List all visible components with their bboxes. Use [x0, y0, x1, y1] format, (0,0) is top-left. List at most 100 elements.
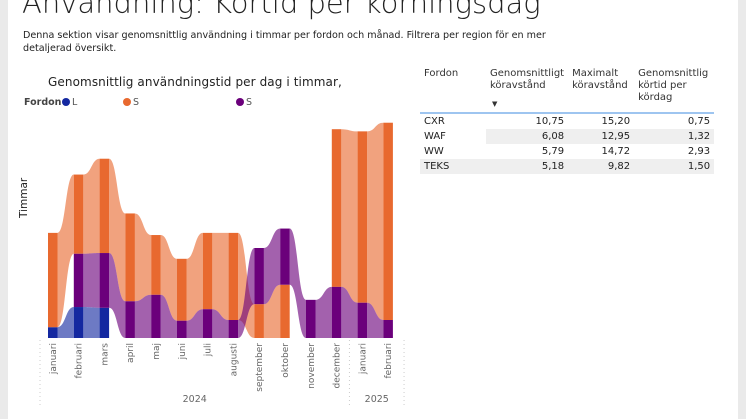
ribbon	[160, 294, 177, 338]
header-fordon[interactable]: Fordon	[424, 68, 459, 79]
ribbon	[57, 174, 74, 328]
ribbon	[263, 284, 281, 338]
bar	[383, 320, 393, 338]
bar	[125, 301, 135, 338]
x-tick-label: december	[333, 343, 343, 389]
legend-title: Fordon	[24, 97, 62, 108]
ribbon	[238, 248, 255, 338]
ribbon	[109, 253, 126, 338]
x-year-label: 2025	[365, 394, 389, 405]
x-tick-label: februari	[75, 343, 85, 379]
ribbon	[212, 232, 229, 320]
legend-item-l[interactable]: L	[62, 97, 77, 108]
cell-fordon: CXR	[424, 116, 445, 127]
header-max-distance[interactable]: Maximalt köravstånd	[572, 68, 628, 91]
x-tick-label: juni	[178, 343, 188, 360]
bar	[48, 232, 58, 328]
ribbon	[367, 302, 384, 338]
bar	[228, 232, 239, 320]
x-tick-label: januari	[49, 343, 59, 375]
page-description: Denna sektion visar genomsnittlig använd…	[23, 30, 546, 54]
ribbon	[160, 235, 177, 321]
legend-item-s-orange[interactable]: S	[123, 97, 139, 108]
legend-dot-icon	[62, 98, 70, 106]
bar	[383, 122, 393, 320]
bar	[202, 232, 213, 310]
bar	[306, 299, 316, 338]
cell-value: 5,79	[541, 146, 565, 157]
ribbon	[367, 122, 384, 320]
bar	[73, 253, 84, 308]
bar	[202, 309, 213, 338]
bar	[254, 248, 264, 305]
bar	[99, 158, 110, 254]
ribbon	[83, 253, 100, 308]
ribbon	[186, 232, 203, 321]
bar	[331, 129, 342, 287]
bar	[73, 307, 84, 338]
x-tick-label: mars	[100, 343, 110, 366]
ribbon	[83, 307, 100, 338]
x-tick-label: juli	[204, 343, 214, 357]
bar	[48, 327, 58, 338]
table-row[interactable]: CXR 10,75 15,20 0,75	[420, 113, 714, 129]
cell-value: 5,18	[486, 159, 569, 174]
bar	[99, 307, 110, 338]
legend-item-s-purple[interactable]: S	[236, 97, 252, 108]
bar	[177, 320, 187, 338]
table-row[interactable]: TEKS 5,18 9,82 1,50	[420, 159, 715, 174]
cell-value: 1,32	[634, 129, 715, 144]
bar	[357, 131, 368, 303]
page-title: Användning: Körtid per körningsdag	[22, 0, 541, 20]
cell-value: 0,75	[687, 116, 711, 127]
ribbon	[83, 158, 100, 254]
ribbon	[263, 228, 281, 305]
chart-title: Genomsnittlig användningstid per dag i t…	[48, 75, 342, 89]
bar	[228, 320, 239, 338]
ribbon	[186, 309, 203, 338]
vehicle-table: Fordon Genomsnittligt köravstånd ▼ Maxima…	[420, 66, 715, 174]
bar	[280, 228, 290, 285]
ribbon	[57, 307, 74, 338]
cell-fordon: WAF	[420, 129, 486, 144]
bar	[331, 286, 342, 338]
ribbon	[315, 286, 332, 338]
bar	[280, 284, 290, 338]
bar	[73, 174, 84, 254]
bar	[177, 258, 187, 321]
ribbon	[212, 309, 229, 338]
cell-value: 10,75	[535, 116, 565, 127]
header-avg-distance[interactable]: Genomsnittligt köravstånd ▼	[490, 68, 565, 108]
cell-fordon: TEKS	[420, 159, 486, 174]
legend-dot-icon	[236, 98, 244, 106]
bar	[151, 235, 161, 295]
x-tick-label: oktober	[281, 343, 291, 378]
table-row[interactable]: WW 5,79 14,72 2,93	[420, 144, 714, 159]
cell-value: 2,93	[687, 146, 711, 157]
table-row[interactable]: WAF 6,08 12,95 1,32	[420, 129, 715, 144]
cell-value: 6,08	[486, 129, 569, 144]
cell-fordon: WW	[424, 146, 444, 157]
bar	[357, 302, 368, 338]
ribbon	[134, 294, 152, 338]
bar	[254, 304, 264, 338]
bar	[125, 213, 135, 302]
x-year-label: 2024	[183, 394, 207, 405]
sort-descending-icon: ▼	[492, 100, 498, 108]
x-tick-label: maj	[152, 343, 162, 360]
cell-value: 12,95	[568, 129, 635, 144]
x-tick-label: augusti	[229, 343, 239, 376]
cell-value: 9,82	[568, 159, 635, 174]
header-avg-time[interactable]: Genomsnittlig körtid per kördag	[638, 68, 709, 103]
x-tick-label: november	[307, 343, 317, 389]
x-tick-label: september	[255, 343, 265, 392]
legend-dot-icon	[123, 98, 131, 106]
ribbon	[109, 158, 126, 302]
left-panel-edge	[0, 0, 8, 419]
right-panel-edge	[738, 0, 746, 419]
bar	[151, 294, 161, 338]
ribbon	[289, 228, 306, 338]
ribbon	[341, 129, 358, 303]
x-tick-label: april	[126, 343, 136, 363]
bar	[99, 253, 110, 308]
